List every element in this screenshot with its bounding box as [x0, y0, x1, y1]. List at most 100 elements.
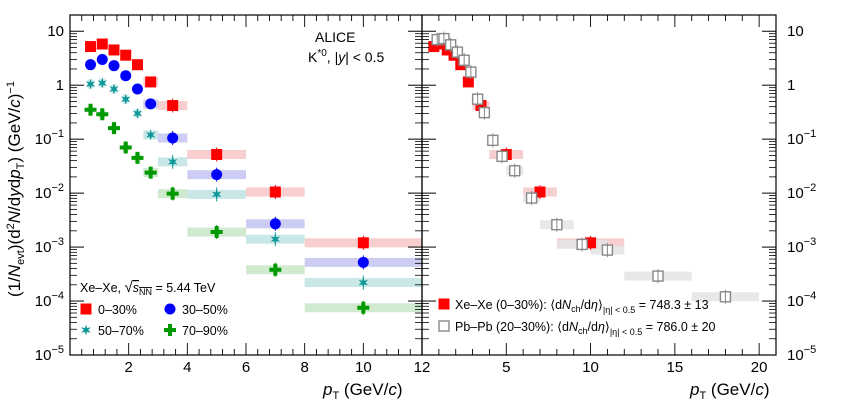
y-tick-label: 10−4 — [35, 290, 64, 310]
data-point — [211, 167, 223, 182]
legend-label: 30–50% — [182, 303, 228, 317]
data-point — [534, 184, 546, 199]
y-axis-title: (1/Nevt)(d2N/dydpT) (GeV/c)−1 — [5, 81, 27, 297]
data-point — [145, 129, 156, 141]
data-point — [269, 262, 282, 277]
legend-entry: 0–30% — [80, 303, 137, 317]
y-tick-label: 10 — [787, 23, 804, 40]
left-legend-title: Xe–Xe, √sNN = 5.44 TeV — [80, 279, 216, 297]
x-tick-label: 15 — [667, 359, 684, 376]
data-point — [85, 59, 97, 71]
axis-tick-labels: 10−5 10−5 10−4 10−4 10−3 10−3 10−2 10−2 10−1 10−1… — [35, 23, 816, 376]
data-point — [478, 105, 491, 120]
legend-label: Pb–Pb (20–30%): ⟨dNch/dη⟩|η| < 0.5 = 786… — [455, 320, 716, 337]
data-point — [211, 147, 223, 162]
data-point — [131, 151, 144, 164]
right-legend: Xe–Xe (0–30%): ⟨dNch/dη⟩|η| < 0.5 = 748.… — [438, 298, 716, 337]
x-tick-label: 4 — [183, 359, 191, 376]
x-tick-label: 20 — [751, 359, 768, 376]
data-point — [475, 100, 487, 112]
y-tick-label: 1 — [56, 77, 64, 94]
legend-label: 0–30% — [98, 303, 137, 317]
data-point — [145, 76, 157, 88]
y-tick-label: 10−2 — [35, 182, 64, 202]
experiment-label: ALICE — [315, 29, 355, 45]
y-tick-label: 1 — [787, 77, 795, 94]
data-point — [509, 163, 521, 178]
left-panel-systematic-bands — [87, 39, 422, 313]
legend-entry: 50–70% — [81, 324, 144, 338]
data-point — [576, 237, 588, 252]
legend-label: Xe–Xe (0–30%): ⟨dNch/dη⟩|η| < 0.5 = 748.… — [455, 298, 709, 315]
data-point — [438, 31, 450, 46]
x-tick-label: 10 — [582, 359, 599, 376]
data-point — [96, 53, 108, 65]
particle-label: K*0, |y| < 0.5 — [308, 48, 384, 65]
right-x-axis-title: pT (GeV/c) — [689, 380, 770, 402]
data-point — [451, 45, 464, 60]
y-tick-label: 10−1 — [787, 128, 816, 148]
data-point — [96, 108, 109, 121]
axis-ticks — [70, 14, 776, 356]
data-point — [85, 78, 96, 90]
data-point — [551, 217, 563, 232]
left-x-axis-title: pT (GeV/c) — [322, 380, 403, 402]
y-tick-label: 10−2 — [787, 182, 816, 202]
data-point — [462, 76, 474, 88]
data-point — [132, 107, 143, 119]
y-tick-label: 10 — [47, 23, 64, 40]
legend-entry: 70–90% — [164, 324, 228, 338]
y-tick-label: 10−5 — [787, 344, 816, 364]
data-point — [109, 83, 119, 95]
data-point — [96, 38, 108, 50]
legend-marker — [164, 303, 176, 315]
data-point — [357, 300, 370, 315]
legend-entry: Xe–Xe (0–30%): ⟨dNch/dη⟩|η| < 0.5 = 748.… — [438, 298, 709, 315]
data-point — [357, 255, 369, 270]
x-tick-label: 5 — [502, 359, 510, 376]
data-point — [269, 184, 281, 199]
data-point — [144, 166, 157, 179]
data-point — [525, 191, 538, 206]
y-tick-label: 10−3 — [787, 236, 816, 256]
legend-entry: 30–50% — [164, 303, 228, 317]
data-point — [85, 41, 97, 53]
data-point — [358, 275, 369, 290]
legend-label: 50–70% — [98, 324, 144, 338]
data-point — [108, 44, 120, 56]
data-point — [120, 70, 132, 82]
data-point — [487, 133, 499, 148]
legend-marker — [438, 298, 450, 310]
y-tick-label: 10−1 — [35, 128, 64, 148]
data-point — [145, 98, 157, 110]
right-panel-frame — [421, 14, 777, 356]
data-point — [601, 243, 614, 258]
right-panel-systematic-bands — [432, 34, 760, 302]
y-tick-label: 10−5 — [35, 344, 64, 364]
x-tick-label: 10 — [355, 359, 372, 376]
data-point — [131, 83, 143, 95]
data-point — [719, 289, 732, 304]
data-point — [585, 235, 597, 250]
right-panel-data-points — [428, 31, 732, 304]
data-point — [166, 186, 179, 201]
data-point — [167, 154, 178, 169]
y-tick-label: 10−3 — [35, 236, 64, 256]
data-point — [357, 235, 369, 250]
x-tick-label: 12 — [414, 359, 431, 376]
data-point — [121, 93, 131, 105]
data-point — [211, 187, 222, 202]
data-point — [167, 131, 179, 146]
left-panel-data-points — [84, 38, 370, 315]
data-point — [108, 122, 120, 135]
data-point — [269, 216, 281, 231]
left-legend: 0–30% 30–50% 50–70% 70–90% — [80, 303, 228, 338]
data-point — [120, 49, 132, 61]
y-tick-label: 10−4 — [787, 290, 816, 310]
data-point — [119, 141, 132, 154]
data-point — [458, 53, 470, 68]
legend-marker — [164, 324, 176, 336]
legend-marker — [80, 303, 92, 315]
data-point — [270, 232, 281, 247]
data-point — [108, 60, 120, 72]
